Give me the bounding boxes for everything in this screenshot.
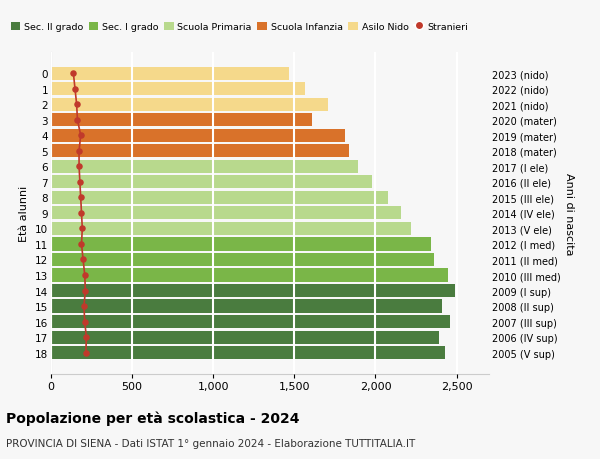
Bar <box>51 145 349 158</box>
Point <box>76 132 85 140</box>
Point <box>77 210 86 217</box>
Point <box>72 101 82 109</box>
Y-axis label: Età alunni: Età alunni <box>19 185 29 241</box>
Y-axis label: Anni di nascita: Anni di nascita <box>565 172 574 255</box>
Bar <box>51 284 455 297</box>
Bar <box>51 315 450 329</box>
Bar <box>51 129 344 143</box>
Bar <box>51 114 312 127</box>
Bar <box>51 98 328 112</box>
Point <box>81 349 91 357</box>
Bar <box>51 191 388 205</box>
Point <box>73 117 82 124</box>
Point <box>74 163 84 171</box>
Point <box>80 272 89 279</box>
Bar <box>51 83 305 96</box>
Bar <box>51 331 439 344</box>
Point <box>82 334 91 341</box>
Bar <box>51 238 431 251</box>
Bar <box>51 160 358 174</box>
Legend: Sec. II grado, Sec. I grado, Scuola Primaria, Scuola Infanzia, Asilo Nido, Stran: Sec. II grado, Sec. I grado, Scuola Prim… <box>7 19 472 36</box>
Point <box>68 70 78 78</box>
Point <box>79 303 89 310</box>
Bar <box>51 300 442 313</box>
Text: PROVINCIA DI SIENA - Dati ISTAT 1° gennaio 2024 - Elaborazione TUTTITALIA.IT: PROVINCIA DI SIENA - Dati ISTAT 1° genna… <box>6 438 415 448</box>
Point <box>77 241 86 248</box>
Point <box>75 179 85 186</box>
Bar <box>51 67 289 81</box>
Bar <box>51 222 411 235</box>
Bar <box>51 269 448 282</box>
Text: Popolazione per età scolastica - 2024: Popolazione per età scolastica - 2024 <box>6 411 299 425</box>
Point <box>80 287 90 295</box>
Point <box>74 148 84 155</box>
Bar <box>51 346 445 359</box>
Point <box>80 318 89 325</box>
Bar <box>51 207 401 220</box>
Point <box>79 256 88 263</box>
Point <box>70 86 80 93</box>
Point <box>77 225 87 233</box>
Bar <box>51 253 434 267</box>
Bar <box>51 176 372 189</box>
Point <box>76 194 85 202</box>
